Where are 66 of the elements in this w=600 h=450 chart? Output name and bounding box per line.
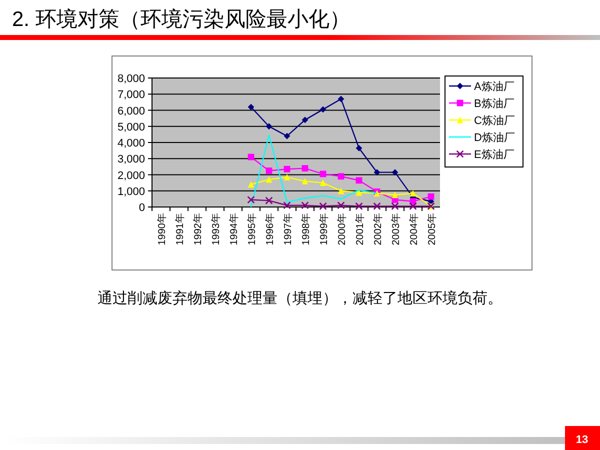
chart-title: 2. 环境对策（环境污染风险最小化） [12,8,350,31]
x-tick-label: 2005年 [426,213,438,246]
y-tick-label: 7,000 [117,89,145,102]
y-tick-label: 1,000 [117,186,145,198]
point [356,144,362,152]
point [266,123,272,130]
point [301,202,309,210]
x-tick-label: 1993年 [210,213,222,246]
point [265,196,273,204]
point [320,106,326,113]
point [284,132,290,140]
point [410,190,416,196]
point [374,169,380,176]
point [319,202,327,210]
x-tick-label: 1997年 [282,213,294,246]
x-tick-label: 1998年 [300,213,312,246]
point [302,178,308,184]
legend-label: B炼油厂 [474,97,514,110]
point [338,188,344,194]
x-tick-label: 1996年 [264,213,276,246]
point [392,169,398,176]
point [355,202,363,210]
x-tick-label: 1990年 [156,213,168,246]
point [266,168,272,174]
legend-label: D炼油厂 [474,131,515,144]
y-tick-label: 0 [138,202,145,214]
point [338,173,344,180]
point [373,202,381,210]
x-tick-label: 2003年 [390,213,402,246]
y-tick-label: 3,000 [117,154,145,166]
x-tick-label: 1992年 [192,213,204,246]
point [320,180,326,186]
point [392,192,398,198]
point [338,96,344,102]
point [409,202,417,210]
text: 通过削减废弃物最终处理量（填埋），减轻了地区环境负荷。 [98,290,502,307]
y-tick-label: 6,000 [117,105,145,118]
point [302,165,308,172]
point [248,104,254,110]
x-tick-label: 2000年 [336,213,348,246]
point [337,202,345,210]
point [320,170,326,178]
point [247,196,255,204]
x-tick-label: 1995年 [246,213,258,246]
point [391,202,399,210]
y-tick-label: 8,000 [117,73,145,85]
x-tick-label: 1994年 [228,213,240,246]
legend-label: E炼油厂 [474,148,514,161]
y-tick-label: 4,000 [117,138,145,150]
y-tick-label: 5,000 [117,121,145,134]
y-tick-label: 2,000 [117,170,145,182]
x-tick-label: 2004年 [408,213,420,246]
legend-label: A炼油厂 [474,80,514,93]
x-tick-label: 2002年 [372,213,384,246]
x-tick-label: 1999年 [318,213,330,246]
x-tick-label: 1991年 [174,213,186,246]
point [248,181,254,188]
point [283,202,291,210]
point [356,177,362,184]
x-tick-label: 2001年 [354,213,366,246]
point [284,174,290,180]
point [284,166,290,172]
legend-label: C炼油厂 [474,114,515,127]
point [302,116,308,124]
point [266,176,272,183]
text: 13 [576,434,588,446]
